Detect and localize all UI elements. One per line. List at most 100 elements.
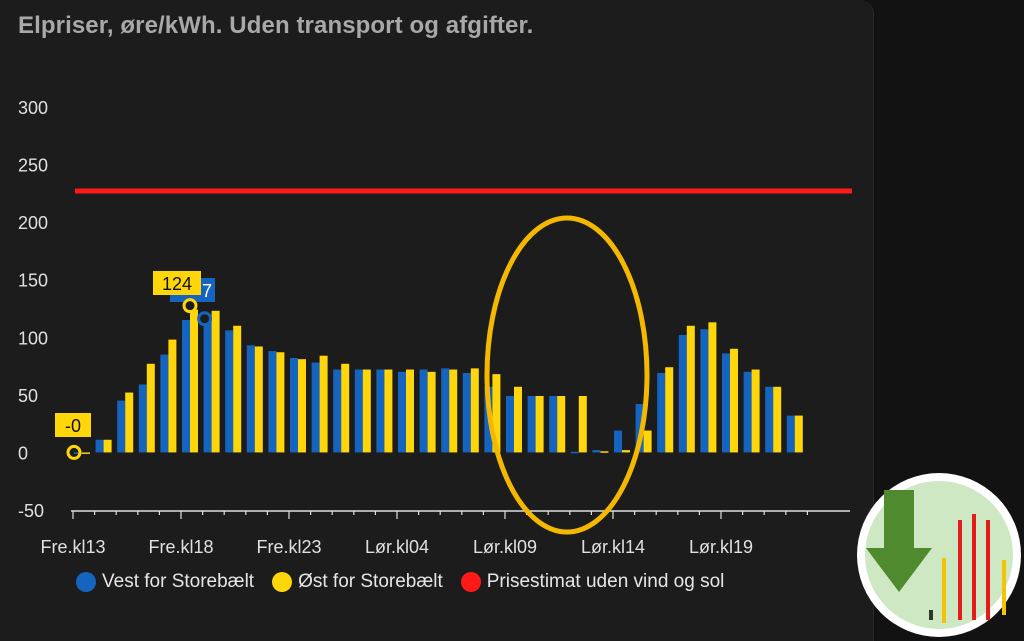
legend-dot-east [272, 572, 293, 592]
bar-west [614, 430, 622, 453]
bar-east [82, 452, 90, 454]
bar-east [233, 325, 242, 453]
bar-east [686, 325, 695, 453]
bar-west [419, 369, 428, 453]
legend-dot-west [76, 572, 96, 592]
y-tick-label: 50 [18, 386, 38, 406]
bar-west [549, 396, 558, 453]
bar-east [276, 352, 285, 453]
bar-east [190, 309, 198, 453]
bar-east [730, 348, 738, 453]
highlight-ellipse [484, 215, 650, 535]
bar-west [354, 369, 363, 453]
bar-west [678, 334, 687, 453]
legend: Vest for Storebælt Øst for Storebælt Pri… [76, 568, 742, 596]
bar-east [211, 310, 220, 453]
bar-west [290, 358, 298, 453]
bar-east [254, 346, 263, 453]
bar-west [333, 369, 342, 453]
bar-west [311, 362, 320, 453]
chart-card: Elpriser, øre/kWh. Uden transport og afg… [18, 0, 874, 641]
bar-west [462, 372, 471, 453]
bar-west [635, 404, 644, 453]
bar-west [138, 384, 147, 453]
bar-west [182, 320, 190, 453]
max-point-marker-west [197, 311, 213, 327]
bar-west [765, 386, 774, 453]
max-tooltip-box-east [153, 271, 201, 295]
y-tick-label: 0 [18, 443, 28, 463]
bar-east [643, 430, 652, 453]
bar-east [319, 355, 328, 453]
bar-east [103, 439, 112, 453]
y-tick-label: -50 [18, 501, 44, 521]
min-tooltip-label: -0 [65, 416, 81, 436]
bar-west [592, 450, 601, 453]
bar-west [246, 345, 255, 453]
bar-west [570, 451, 579, 454]
bar-west [722, 353, 730, 453]
legend-dot-estimate [460, 572, 481, 592]
bar-east [578, 396, 587, 453]
bar-west [786, 415, 795, 453]
bar-west [376, 369, 385, 453]
x-tick-label: Lør.kl09 [473, 537, 537, 557]
x-tick-label: Lør.kl14 [581, 537, 645, 557]
bar-east [298, 359, 306, 453]
y-tick-label: 150 [18, 271, 48, 291]
legend-label-east: Øst for Storebælt [298, 571, 443, 592]
y-tick-label: 300 [18, 98, 48, 118]
bar-east [449, 369, 458, 453]
legend-item-west[interactable]: Vest for Storebælt [76, 571, 254, 593]
bar-east [406, 369, 414, 453]
bar-west [268, 351, 277, 453]
bar-west [527, 396, 536, 453]
max-tooltip-label-west: 7 [202, 281, 212, 301]
y-tick-label: 250 [18, 156, 48, 176]
download-arrow-bars-icon [857, 473, 1021, 637]
bar-east [794, 415, 803, 453]
bar-west [117, 400, 126, 453]
y-tick-label: 200 [18, 213, 48, 233]
legend-item-east[interactable]: Øst for Storebælt [272, 571, 443, 593]
legend-label-west: Vest for Storebælt [102, 571, 255, 592]
bar-east [514, 386, 522, 453]
min-point-marker [66, 444, 82, 460]
bar-east [125, 392, 134, 453]
bar-west [95, 439, 104, 453]
bar-west [203, 317, 212, 453]
bar-west [657, 372, 666, 453]
bar-east [362, 369, 371, 453]
bar-west [74, 452, 82, 454]
bar-chart: 300 250 200 150 100 50 0 -50 Fre.kl13 Fre.kl18 Fre… [18, 98, 852, 557]
bar-east [146, 363, 155, 453]
bar-east [384, 369, 393, 453]
max-point-marker-east [182, 298, 198, 314]
bar-east [622, 450, 630, 453]
bar-west [225, 330, 234, 453]
legend-item-estimate[interactable]: Prisestimat uden vind og sol [460, 571, 725, 593]
chart-title: Elpriser, øre/kWh. Uden transport og afg… [18, 12, 534, 39]
bar-east [600, 451, 609, 453]
bar-west [700, 329, 709, 453]
x-tick-label: Fre.kl23 [256, 537, 321, 557]
bar-east [665, 367, 674, 453]
bar-east [535, 396, 544, 453]
bar-west [441, 368, 450, 453]
bar-west [743, 371, 752, 453]
bar-east [751, 369, 760, 453]
bar-east [470, 368, 479, 453]
bar-east [427, 371, 436, 453]
bar-east [773, 386, 782, 453]
max-tooltip-label-east: 124 [162, 274, 192, 294]
x-tick-label: Lør.kl04 [365, 537, 429, 557]
bar-east [168, 339, 177, 453]
bar-west [506, 396, 514, 453]
bar-west [398, 371, 406, 453]
bar-east [557, 396, 566, 453]
x-tick-label: Lør.kl19 [689, 537, 753, 557]
bar-west [160, 354, 169, 453]
y-tick-label: 100 [18, 328, 48, 348]
x-tick-label: Fre.kl18 [148, 537, 213, 557]
legend-label-estimate: Prisestimat uden vind og sol [486, 571, 725, 592]
